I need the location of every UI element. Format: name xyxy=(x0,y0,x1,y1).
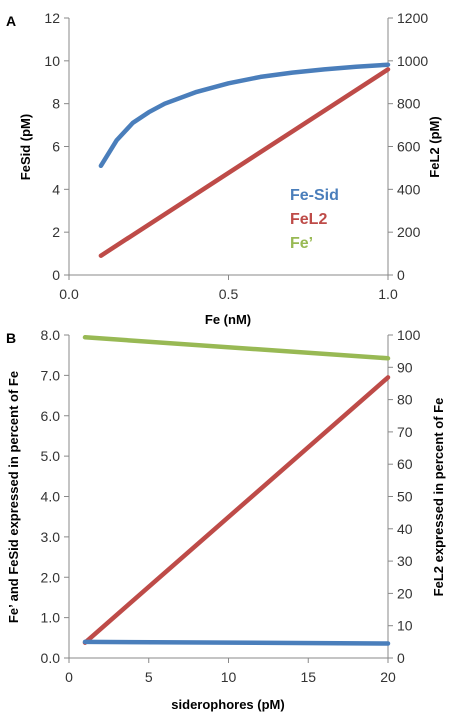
x-tick-label: 5 xyxy=(145,669,153,685)
y-right-tick-label: 600 xyxy=(397,139,421,155)
y-right-tick-label: 0 xyxy=(397,267,405,283)
y-right-tick-label: 800 xyxy=(397,96,421,112)
y-right-axis-title: FeL2 expressed in percent of Fe xyxy=(431,398,446,597)
y-left-tick-label: 8 xyxy=(52,96,60,112)
y-right-tick-label: 80 xyxy=(397,392,413,408)
y-left-tick-label: 2.0 xyxy=(41,569,61,585)
y-right-tick-label: 1200 xyxy=(397,10,428,26)
y-left-tick-label: 4 xyxy=(52,181,60,197)
y-right-axis-title: FeL2 (pM) xyxy=(427,116,442,177)
y-left-tick-label: 10 xyxy=(44,53,60,69)
y-right-tick-label: 1000 xyxy=(397,53,428,69)
x-tick-label: 0 xyxy=(65,669,73,685)
x-tick-label: 20 xyxy=(380,669,396,685)
y-right-tick-label: 400 xyxy=(397,181,421,197)
y-left-tick-label: 6.0 xyxy=(41,408,61,424)
y-left-tick-label: 0 xyxy=(52,267,60,283)
y-left-tick-label: 4.0 xyxy=(41,489,61,505)
legend-entry-fel2: FeL2 xyxy=(290,211,327,228)
y-left-tick-label: 1.0 xyxy=(41,610,61,626)
x-tick-label: 0.0 xyxy=(59,286,79,302)
x-tick-label: 1.0 xyxy=(378,286,398,302)
y-left-tick-label: 6 xyxy=(52,139,60,155)
panel-label: A xyxy=(6,13,16,29)
panel-label: B xyxy=(6,330,16,346)
series-line-fesid xyxy=(82,639,391,646)
y-left-tick-label: 3.0 xyxy=(41,529,61,545)
y-left-tick-label: 8.0 xyxy=(41,327,61,343)
y-right-tick-label: 50 xyxy=(397,489,413,505)
series-line-fe xyxy=(82,335,391,361)
series-line-fel2 xyxy=(98,67,391,258)
y-left-tick-label: 2 xyxy=(52,224,60,240)
panel-b: B 0 5 10 15 20 0.0 1.0 2.0 3.0 4.0 5.0 6.0 7.0 8.0 0 10 2… xyxy=(6,327,446,712)
y-left-tick-label: 5.0 xyxy=(41,448,61,464)
y-left-axis-title: Fe’ and FeSid expressed in percent of Fe xyxy=(6,371,21,623)
legend-entry-fe-sid: Fe-Sid xyxy=(290,187,339,204)
x-tick-label: 15 xyxy=(300,669,316,685)
y-right-tick-label: 100 xyxy=(397,327,421,343)
y-left-tick-label: 7.0 xyxy=(41,367,61,383)
y-right-tick-label: 30 xyxy=(397,553,413,569)
x-axis-title: siderophores (pM) xyxy=(171,697,284,712)
y-left-axis-title: FeSid (pM) xyxy=(18,114,33,180)
y-right-tick-label: 10 xyxy=(397,618,413,634)
series-line-fel2 xyxy=(82,375,391,645)
y-right-tick-label: 40 xyxy=(397,521,413,537)
legend-entry-fe: Fe’ xyxy=(290,235,313,252)
y-right-tick-label: 70 xyxy=(397,424,413,440)
x-axis-title: Fe (nM) xyxy=(205,312,251,327)
panel-a: A 0.0 0.5 1.0 0 2 4 6 8 10 12 0 200 400 600 800 1000 1200… xyxy=(6,10,442,327)
y-right-tick-label: 20 xyxy=(397,585,413,601)
y-right-tick-label: 60 xyxy=(397,456,413,472)
y-right-tick-label: 0 xyxy=(397,650,405,666)
y-left-tick-label: 12 xyxy=(44,10,60,26)
y-left-tick-label: 0.0 xyxy=(41,650,61,666)
y-right-tick-label: 200 xyxy=(397,224,421,240)
x-tick-label: 0.5 xyxy=(219,286,239,302)
y-right-tick-label: 90 xyxy=(397,359,413,375)
x-tick-label: 10 xyxy=(221,669,237,685)
series-line-fe-sid xyxy=(98,62,391,169)
